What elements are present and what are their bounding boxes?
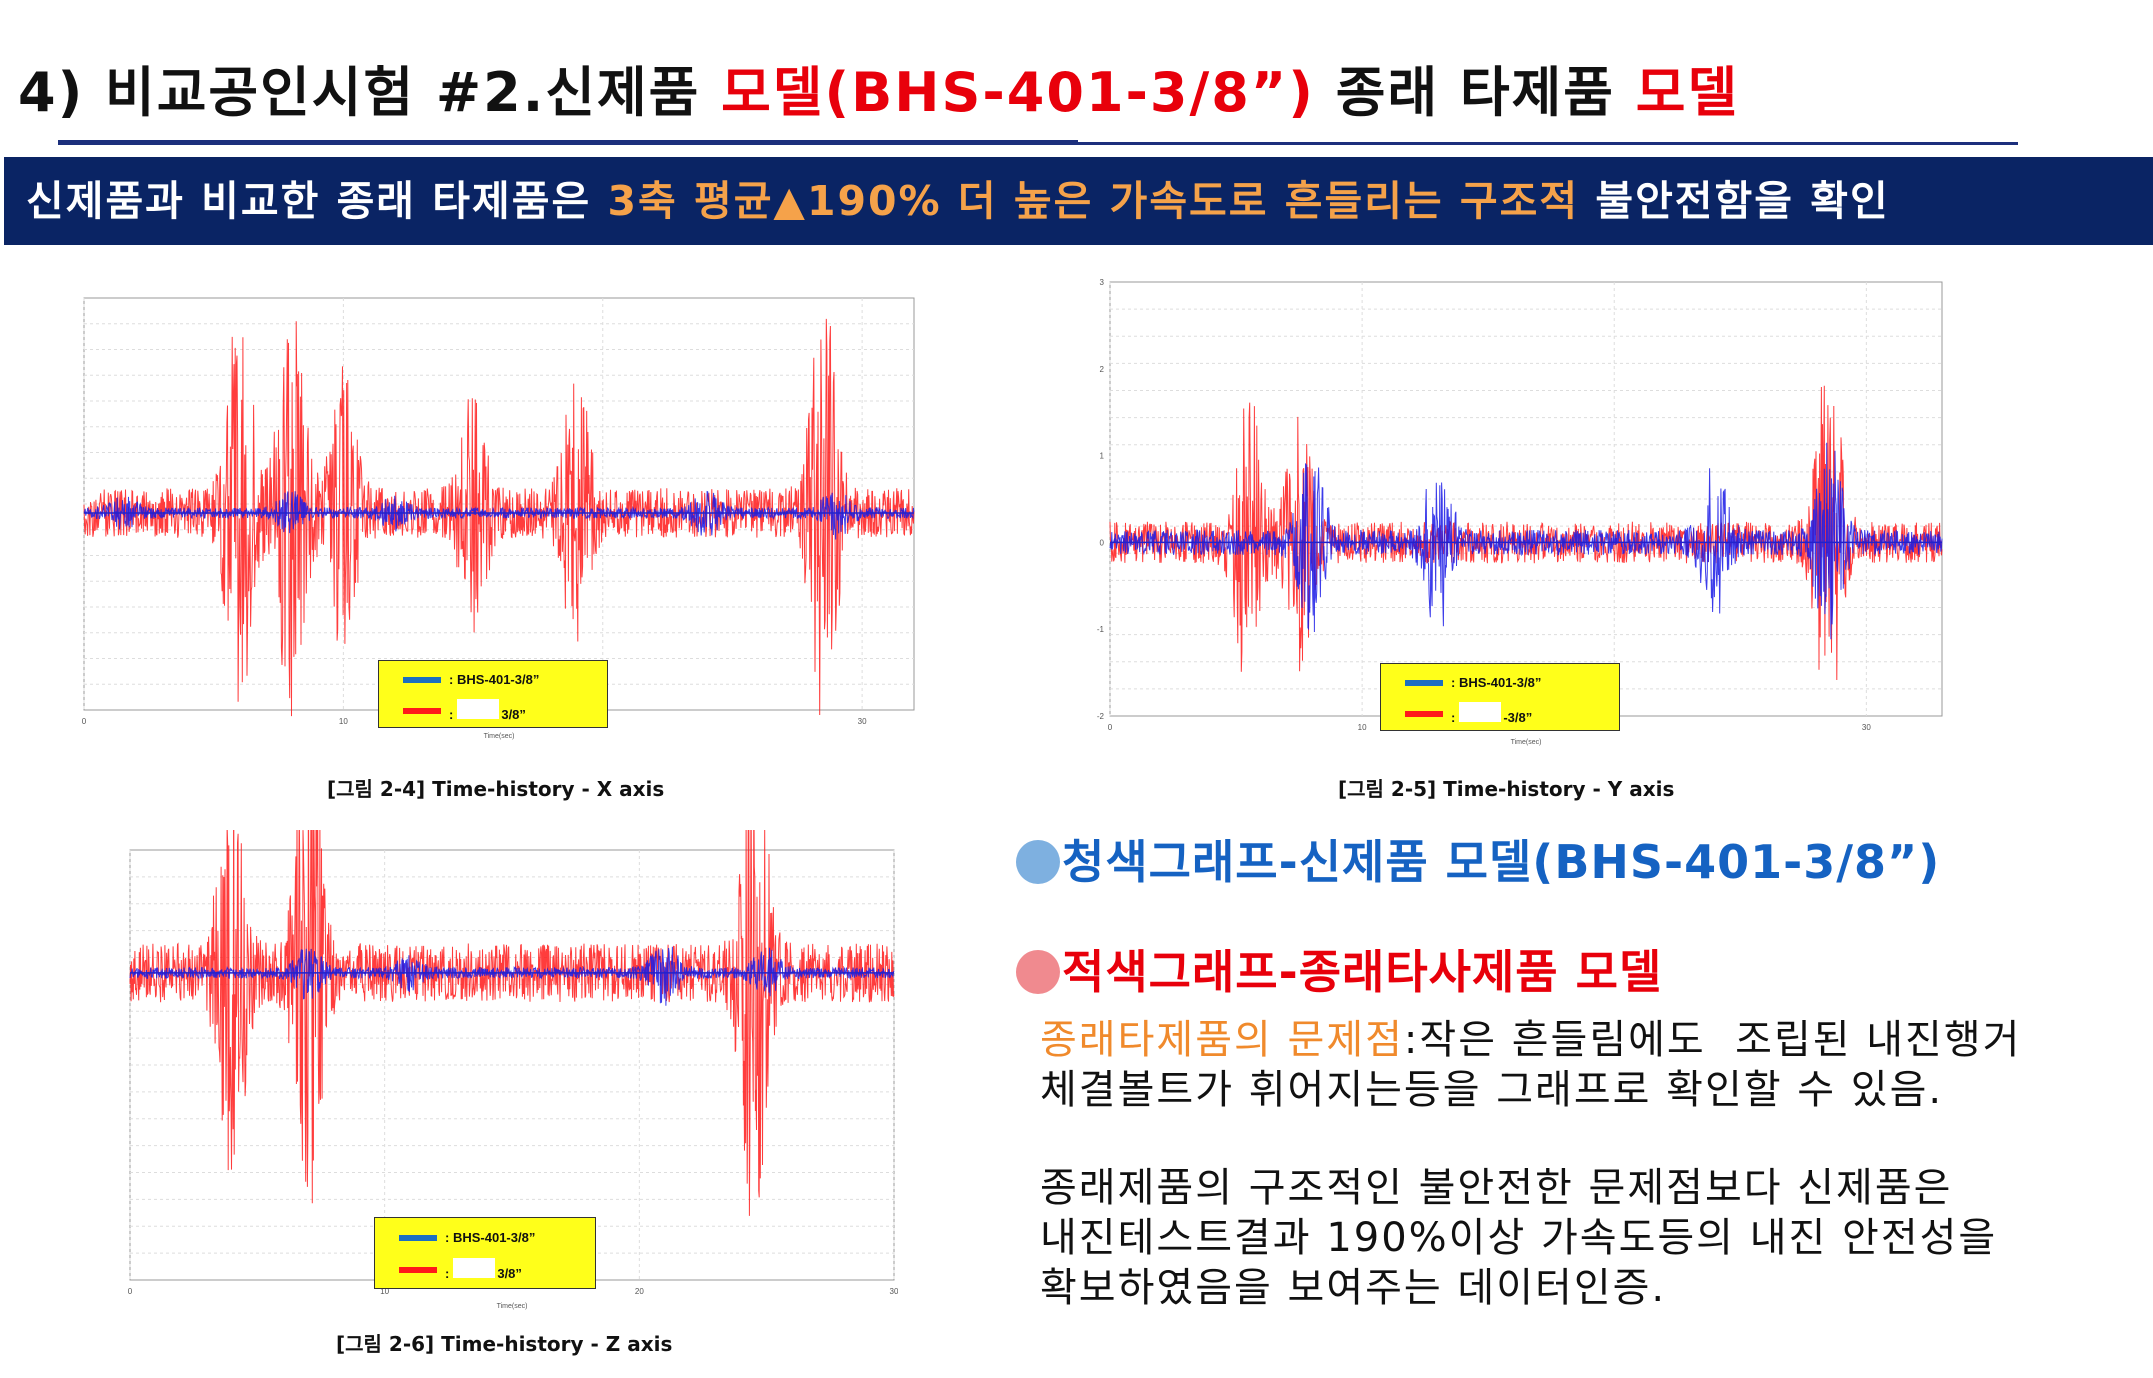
series-line-red (1109, 385, 1943, 681)
legend-blue-swatch (399, 1234, 437, 1241)
banner-text: 신제품과 비교한 종래 타제품은 (26, 177, 608, 225)
title-text-2: 종래 타제품 (1314, 61, 1636, 124)
bullet-blue-text: 청색그래프-신제품 모델(BHS-401-3/8”) (1062, 835, 1941, 889)
banner-text-end: 불안전함을 확인 (1579, 177, 1890, 225)
y-tick-label: -2 (1097, 712, 1105, 721)
blue-dot-icon (1016, 840, 1060, 884)
x-tick-label: 10 (339, 717, 348, 726)
x-tick-label: 10 (1358, 723, 1367, 732)
summary-line-2: 내진테스트결과 190%이상 가속도등의 내진 안전성을 (1040, 1215, 1998, 1261)
problem-label: 종래타제품의 문제점 (1040, 1017, 1404, 1063)
legend-red-label: :3/8” (449, 699, 526, 722)
bullet-blue: 청색그래프-신제품 모델(BHS-401-3/8”) (1016, 826, 1940, 892)
bullet-red: 적색그래프-종래타사제품 모델 (1016, 936, 1662, 1002)
problem-text-2: 체결볼트가 휘어지는등을 그래프로 확인할 수 있음. (1040, 1067, 1944, 1113)
y-tick-label: 3 (1100, 278, 1105, 287)
legend-red-swatch (1405, 710, 1443, 717)
x-tick-label: 0 (128, 1287, 133, 1296)
title-underline (58, 140, 1078, 145)
summary-banner: 신제품과 비교한 종래 타제품은 3축 평균▲190% 더 높은 가속도로 흔들… (4, 157, 2153, 245)
x-axis-label: Time(sec) (484, 733, 515, 740)
chart-z-caption: [그림 2-6] Time-history - Z axis (336, 1332, 673, 1356)
series-line-blue (1109, 442, 1943, 640)
legend-red-label: :3/8” (445, 1258, 522, 1281)
x-axis-label: Time(sec) (497, 1303, 528, 1310)
x-tick-label: 30 (858, 717, 867, 726)
title-model-new: 모델(BHS-401-3/8”) (721, 61, 1315, 124)
chart-svg: 0 10 20 30 Time(sec) (128, 830, 898, 1310)
x-tick-label: 20 (635, 1287, 644, 1296)
y-tick-label: 0 (1100, 538, 1105, 547)
series-line-red (83, 318, 915, 717)
page-title: 4) 비교공인시험 #2.신제품 모델(BHS-401-3/8”) 종래 타제품… (18, 48, 1739, 127)
x-tick-label: 0 (82, 717, 87, 726)
legend-blue-label: : BHS-401-3/8” (445, 1230, 536, 1245)
y-tick-label: -1 (1097, 625, 1105, 634)
title-text: 4) 비교공인시험 #2.신제품 (18, 61, 722, 124)
chart-y-legend: : BHS-401-3/8” : -3/8” (1380, 663, 1620, 731)
x-tick-label: 10 (380, 1287, 389, 1296)
legend-blue-swatch (403, 676, 441, 683)
chart-x-caption: [그림 2-4] Time-history - X axis (327, 777, 665, 801)
y-tick-label: 2 (1100, 365, 1105, 374)
x-axis-label: Time(sec) (1511, 739, 1542, 746)
x-tick-label: 30 (1862, 723, 1871, 732)
problem-text-1: :작은 흔들림에도 조립된 내진행거 (1403, 1017, 2022, 1063)
chart-z-axis: 0 10 20 30 Time(sec) (118, 830, 898, 1320)
summary-line-1: 종래제품의 구조적인 불안전한 문제점보다 신제품은 (1040, 1165, 1953, 1211)
title-underline-thin (1078, 142, 2018, 145)
bullet-red-text: 적색그래프-종래타사제품 모델 (1062, 945, 1663, 999)
x-tick-label: 0 (1108, 723, 1113, 732)
legend-blue-swatch (1405, 679, 1443, 686)
legend-red-swatch (399, 1266, 437, 1273)
summary-note: 종래제품의 구조적인 불안전한 문제점보다 신제품은 내진테스트결과 190%이… (1040, 1163, 1997, 1313)
y-tick-label: 1 (1100, 452, 1105, 461)
chart-x-legend: : BHS-401-3/8” :3/8” (378, 660, 608, 728)
title-model-old: 모델 (1635, 61, 1740, 124)
chart-z-legend: : BHS-401-3/8” :3/8” (374, 1217, 596, 1289)
summary-line-3: 확보하였음을 보여주는 데이터인증. (1040, 1265, 1667, 1311)
x-tick-label: 30 (890, 1287, 898, 1296)
legend-red-swatch (403, 707, 441, 714)
banner-highlight: 3축 평균▲190% 더 높은 가속도로 흔들리는 구조적 (607, 177, 1580, 225)
red-dot-icon (1016, 950, 1060, 994)
chart-y-caption: [그림 2-5] Time-history - Y axis (1338, 777, 1675, 801)
legend-red-label: : -3/8” (1451, 702, 1532, 725)
problem-note: 종래타제품의 문제점:작은 흔들림에도 조립된 내진행거 체결볼트가 휘어지는등… (1040, 1015, 2021, 1115)
legend-blue-label: : BHS-401-3/8” (449, 672, 540, 687)
series-line-blue (129, 946, 895, 1006)
legend-blue-label: : BHS-401-3/8” (1451, 675, 1542, 690)
